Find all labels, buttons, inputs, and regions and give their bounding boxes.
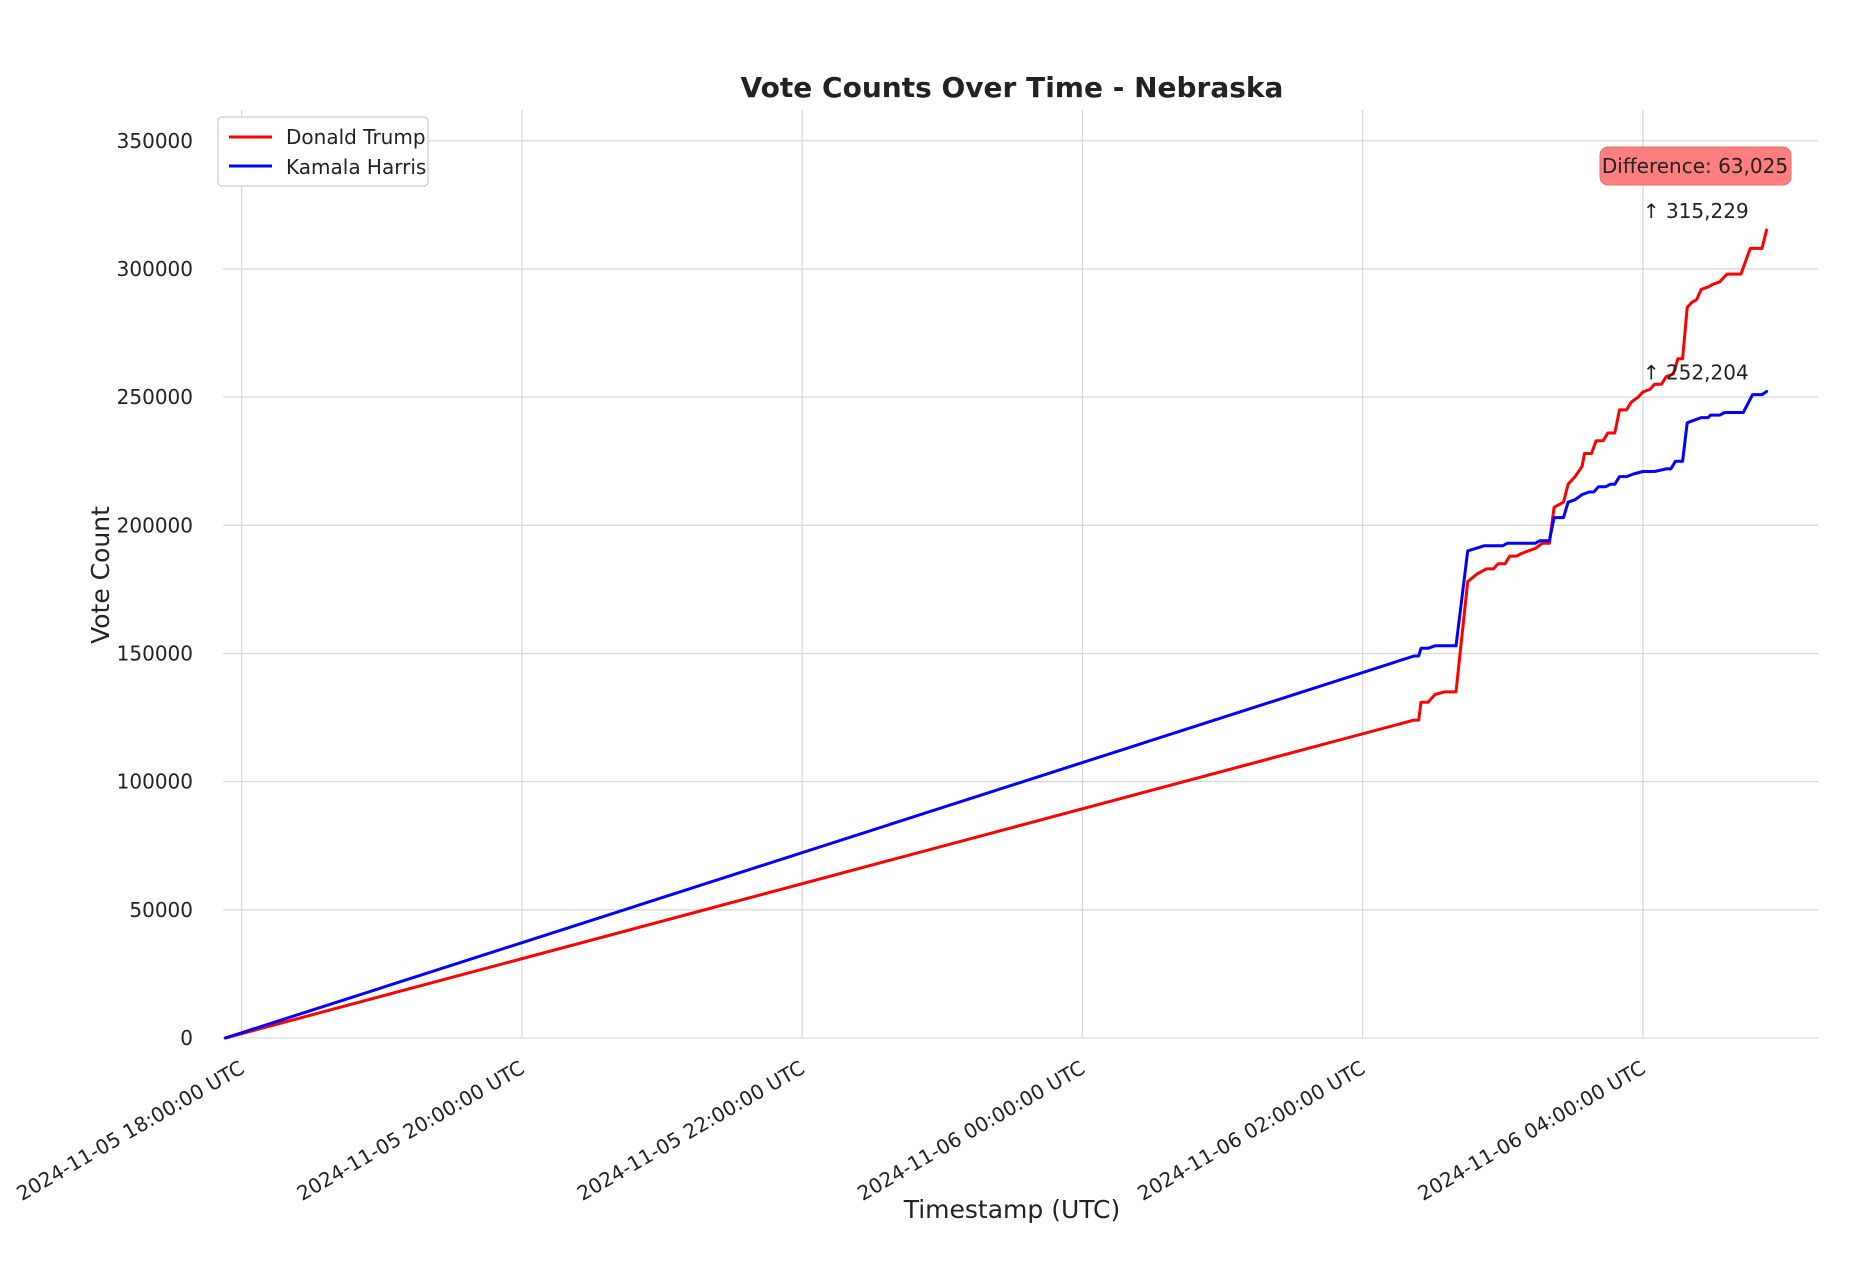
gridlines xyxy=(223,110,1818,1039)
difference-box-background xyxy=(1599,146,1792,186)
x-tick-label: 2024-11-05 18:00:00 UTC xyxy=(12,1056,248,1206)
value-annotation: ↑ 315,229 xyxy=(1643,199,1749,223)
x-axis-ticks: 2024-11-05 18:00:00 UTC 2024-11-05 20:00:… xyxy=(12,1056,1649,1206)
series-line-donald-trump xyxy=(223,228,1769,1040)
series-line-kamala-harris xyxy=(223,390,1769,1040)
y-tick-label: 350000 xyxy=(117,129,193,153)
legend-box xyxy=(217,116,429,187)
y-tick-label: 300000 xyxy=(117,257,193,281)
x-tick-label: 2024-11-06 02:00:00 UTC xyxy=(1133,1056,1369,1206)
value-annotation: ↑ 252,204 xyxy=(1643,360,1749,384)
y-tick-label: 150000 xyxy=(117,641,193,665)
x-tick-label: 2024-11-06 00:00:00 UTC xyxy=(853,1056,1089,1206)
y-tick-label: 0 xyxy=(180,1026,193,1050)
difference-label: Difference: 63,025 xyxy=(1602,154,1788,178)
y-tick-label: 200000 xyxy=(117,513,193,537)
legend-label-trump: Donald Trump xyxy=(286,125,426,149)
series-lines xyxy=(223,228,1769,1040)
legend: Donald Trump Kamala Harris xyxy=(217,116,429,187)
y-tick-label: 50000 xyxy=(129,898,193,922)
annotations: ↑ 315,229 ↑ 252,204 xyxy=(1643,199,1749,385)
y-axis-ticks: 0 50000 100000 150000 200000 250000 300000 3500… xyxy=(117,129,193,1050)
y-tick-label: 250000 xyxy=(117,385,193,409)
x-tick-label: 2024-11-05 20:00:00 UTC xyxy=(293,1056,529,1206)
y-axis-label: Vote Count xyxy=(86,506,115,644)
legend-label-harris: Kamala Harris xyxy=(286,155,426,179)
y-tick-label: 100000 xyxy=(117,770,193,794)
difference-box: Difference: 63,025 xyxy=(1599,146,1792,186)
x-tick-label: 2024-11-05 22:00:00 UTC xyxy=(573,1056,809,1206)
chart-title: Vote Counts Over Time - Nebraska xyxy=(741,71,1284,104)
x-tick-label: 2024-11-06 04:00:00 UTC xyxy=(1414,1056,1650,1206)
x-axis-label: Timestamp (UTC) xyxy=(903,1195,1121,1224)
